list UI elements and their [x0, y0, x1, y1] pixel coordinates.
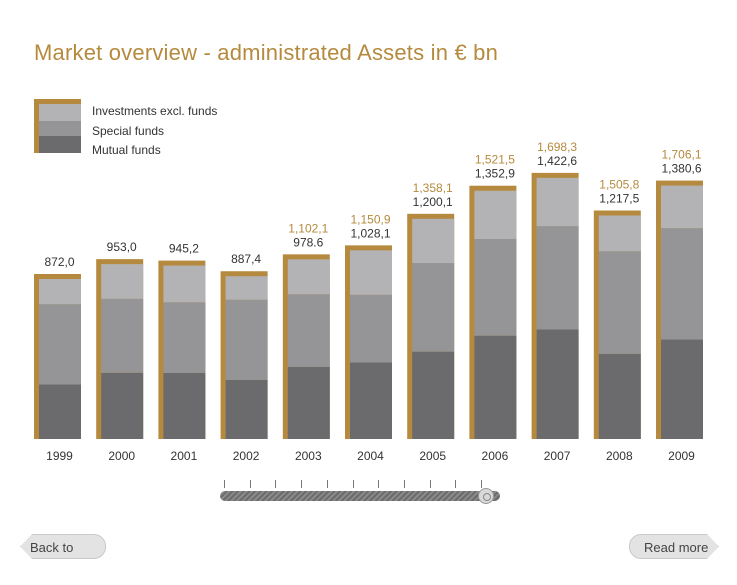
bar-segment: [163, 302, 206, 373]
bar-total-label: 1,028,1: [350, 226, 390, 240]
x-tick-label: 2007: [544, 449, 571, 463]
legend-swatch-mutual: [39, 136, 81, 153]
read-more-button[interactable]: Read more: [629, 534, 719, 559]
legend-label-investments: Investments excl. funds: [92, 104, 218, 118]
slider-tick: [352, 480, 354, 488]
bar-total-incl-label: 1,358,1: [413, 181, 453, 195]
bar-segment: [598, 215, 641, 252]
bar-total-label: 1,422,6: [537, 154, 577, 168]
bar-total-incl-label: 1,698,3: [537, 140, 577, 154]
legend-label-mutual: Mutual funds: [92, 143, 161, 157]
bar-total-incl-label: 1,706,1: [661, 148, 701, 162]
bar-segment: [101, 264, 144, 299]
bar-segment: [412, 263, 455, 352]
bar-segment: [287, 294, 330, 367]
bar-segment: [474, 190, 517, 239]
bar-segment: [101, 298, 144, 373]
bar-segment: [350, 362, 392, 439]
bar-segment: [661, 185, 703, 229]
year-slider-handle[interactable]: [478, 488, 494, 504]
bar-total-label: 1,200,1: [413, 195, 453, 209]
x-tick-label: 2002: [233, 449, 260, 463]
slider-tick: [326, 480, 328, 488]
slider-ticks: [224, 480, 494, 490]
bar-segment: [661, 228, 703, 340]
slider-tick: [224, 480, 225, 488]
page-title: Market overview - administrated Assets i…: [34, 40, 499, 65]
x-tick-label: 2001: [171, 449, 198, 463]
bar-segment: [39, 278, 81, 305]
legend-swatch-investments: [39, 104, 81, 121]
bar-segment: [39, 384, 81, 439]
x-tick-label: 1999: [46, 449, 73, 463]
slider-tick: [275, 480, 277, 488]
bar-total-incl-label: 1,150,9: [350, 212, 390, 226]
bar-segment: [101, 372, 144, 439]
bar-segment: [350, 294, 392, 363]
slider-tick: [378, 480, 380, 488]
bar-total-incl-label: 1,521,5: [475, 153, 515, 167]
back-to-globe-button[interactable]: Back to globe: [20, 534, 106, 559]
slider-tick: [429, 480, 431, 488]
bar-total-label: 872,0: [44, 255, 74, 269]
x-tick-label: 2009: [668, 449, 695, 463]
bar-segment: [474, 238, 517, 336]
x-tick-label: 2003: [295, 449, 322, 463]
bar-segment: [163, 265, 206, 303]
bar-total-label: 1,217,5: [599, 191, 639, 205]
slider-tick: [403, 480, 405, 488]
bar-segment: [412, 351, 455, 439]
slider-tick: [301, 480, 303, 488]
bar-total-incl-label: 1,505,8: [599, 177, 639, 191]
bar-total-label: 1,352,9: [475, 167, 515, 181]
bar-segment: [163, 372, 206, 439]
bar-segment: [598, 353, 641, 439]
bar-total-label: 887,4: [231, 252, 261, 266]
bar-segment: [39, 304, 81, 385]
bar-segment: [536, 329, 579, 439]
bar-total-label: 1,380,6: [661, 162, 701, 176]
bar-segment: [412, 218, 455, 264]
bar-segment: [287, 366, 330, 439]
bar-segment: [225, 379, 268, 439]
legend-label-special: Special funds: [92, 124, 165, 138]
bar-segment: [661, 339, 703, 439]
bar-total-incl-label: 1,102,1: [288, 221, 328, 235]
x-tick-label: 2000: [108, 449, 135, 463]
slider-tick: [455, 480, 457, 488]
bar-segment: [225, 276, 268, 300]
bar-total-label: 953,0: [107, 240, 137, 254]
bar-segment: [350, 250, 392, 295]
bar-segment: [536, 177, 579, 227]
bar-chart: 1999 872,0 2000 953,0 2001 945,2 2002 887,4 2003…: [34, 140, 703, 463]
x-tick-label: 2004: [357, 449, 384, 463]
bar-total-label: 978.6: [293, 235, 323, 249]
bar-segment: [225, 299, 268, 380]
bar-segment: [287, 259, 330, 295]
x-tick-label: 2005: [419, 449, 446, 463]
slider-tick: [249, 480, 251, 488]
x-tick-label: 2008: [606, 449, 633, 463]
bar-segment: [474, 335, 517, 439]
x-tick-label: 2006: [482, 449, 509, 463]
year-slider-track[interactable]: [220, 491, 500, 501]
slider-tick: [481, 480, 482, 488]
bar-segment: [598, 251, 641, 354]
bar-total-label: 945,2: [169, 242, 199, 256]
bar-segment: [536, 226, 579, 330]
legend-swatch-special: [39, 121, 81, 136]
